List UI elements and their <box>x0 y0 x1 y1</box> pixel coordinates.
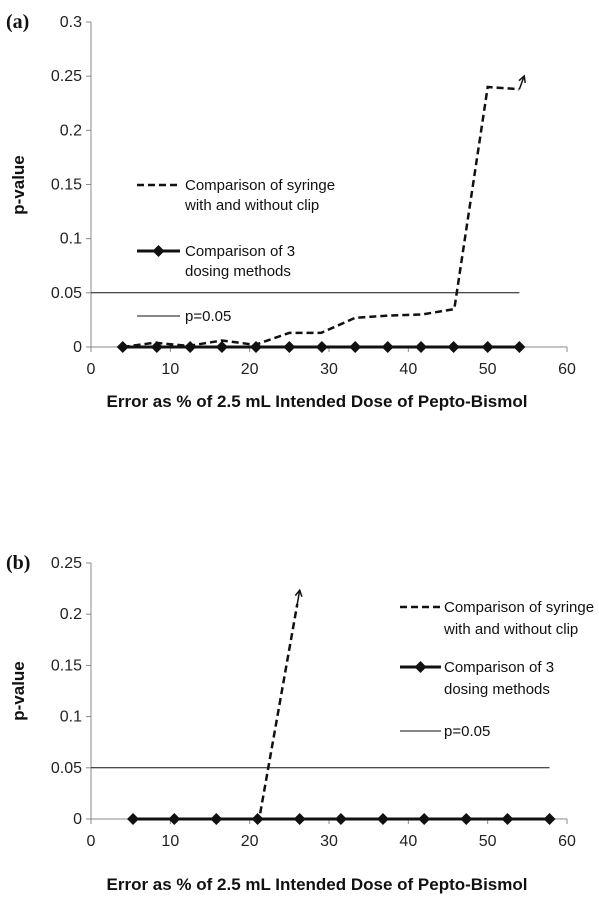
x-tick-label: 40 <box>399 361 417 378</box>
legend-label: with and without clip <box>443 621 578 638</box>
data-point-dosing-methods <box>334 813 347 825</box>
chart-panel-a: (a) 0 0.05 0.1 0.15 0.2 0.25 0.3 0 10 20 30 40 50 60 Er… <box>6 11 576 411</box>
y-tick-label: 0.2 <box>60 122 82 139</box>
chart-panel-b: (b) 0 0.05 0.1 0.15 0.2 0.25 0 10 20 30 40 50 60 Error… <box>6 552 594 894</box>
data-point-dosing-methods <box>381 341 394 353</box>
x-tick-label: 20 <box>241 361 259 378</box>
x-tick-label: 10 <box>161 833 179 850</box>
data-point-dosing-methods <box>293 813 306 825</box>
y-tick-label: 0.3 <box>60 14 82 31</box>
y-axis-title: p-value <box>9 661 28 721</box>
x-tick-label: 20 <box>241 833 259 850</box>
legend-swatch-diamond <box>152 245 165 257</box>
panel-label: (b) <box>6 552 30 574</box>
y-tick-label: 0.05 <box>51 285 82 302</box>
data-point-dosing-methods <box>150 341 163 353</box>
data-point-dosing-methods <box>251 813 264 825</box>
data-point-dosing-methods <box>283 341 296 353</box>
data-point-dosing-methods <box>215 341 228 353</box>
data-point-dosing-methods <box>116 341 129 353</box>
x-tick-label: 50 <box>479 361 497 378</box>
y-tick-label: 0.25 <box>51 68 82 85</box>
legend-label: Comparison of 3 <box>444 659 554 676</box>
data-point-dosing-methods <box>418 813 431 825</box>
legend-label: p=0.05 <box>444 723 490 740</box>
y-tick-label: 0.15 <box>51 657 82 674</box>
legend-label: Comparison of 3 <box>185 243 295 260</box>
data-point-dosing-methods <box>315 341 328 353</box>
y-tick-label: 0 <box>73 339 82 356</box>
x-tick-label: 60 <box>558 361 576 378</box>
x-tick-label: 30 <box>320 361 338 378</box>
x-axis-title: Error as % of 2.5 mL Intended Dose of Pe… <box>107 875 528 894</box>
data-point-dosing-methods <box>513 341 526 353</box>
x-tick-label: 30 <box>320 833 338 850</box>
data-point-dosing-methods <box>447 341 460 353</box>
data-point-dosing-methods <box>349 341 362 353</box>
series-arrow-shaft <box>518 75 525 90</box>
legend-label: Comparison of syringe <box>444 599 594 616</box>
data-point-dosing-methods <box>168 813 181 825</box>
legend-label: p=0.05 <box>185 308 231 325</box>
data-point-dosing-methods <box>127 813 140 825</box>
data-point-dosing-methods <box>501 813 514 825</box>
data-point-dosing-methods <box>543 813 556 825</box>
data-point-dosing-methods <box>481 341 494 353</box>
y-tick-label: 0.05 <box>51 760 82 777</box>
legend-label: Comparison of syringe <box>185 177 335 194</box>
legend-label: dosing methods <box>185 263 291 280</box>
y-tick-label: 0.2 <box>60 606 82 623</box>
y-axis-title: p-value <box>9 155 28 215</box>
legend-label: dosing methods <box>444 681 550 698</box>
data-point-dosing-methods <box>210 813 223 825</box>
data-point-dosing-methods <box>250 341 263 353</box>
y-tick-label: 0 <box>73 811 82 828</box>
series-arrow-shaft <box>296 590 301 605</box>
data-point-dosing-methods <box>415 341 428 353</box>
legend-swatch-diamond <box>414 661 427 673</box>
y-tick-label: 0.1 <box>60 709 82 726</box>
y-tick-label: 0.15 <box>51 177 82 194</box>
data-point-dosing-methods <box>184 341 197 353</box>
x-tick-label: 40 <box>399 833 417 850</box>
x-tick-label: 50 <box>479 833 497 850</box>
y-tick-label: 0.25 <box>51 555 82 572</box>
series-arrow-head <box>294 588 303 598</box>
data-point-dosing-methods <box>460 813 473 825</box>
series-line-syringe-clip <box>122 85 520 349</box>
y-tick-label: 0.1 <box>60 231 82 248</box>
legend-label: with and without clip <box>184 197 319 214</box>
series-arrow-head <box>518 74 526 84</box>
series-line-syringe-clip <box>133 603 299 821</box>
data-point-dosing-methods <box>376 813 389 825</box>
x-tick-label: 10 <box>161 361 179 378</box>
panel-label: (a) <box>6 11 29 33</box>
x-tick-label: 0 <box>87 833 96 850</box>
x-tick-label: 60 <box>558 833 576 850</box>
x-tick-label: 0 <box>87 361 96 378</box>
x-axis-title: Error as % of 2.5 mL Intended Dose of Pe… <box>107 392 528 411</box>
